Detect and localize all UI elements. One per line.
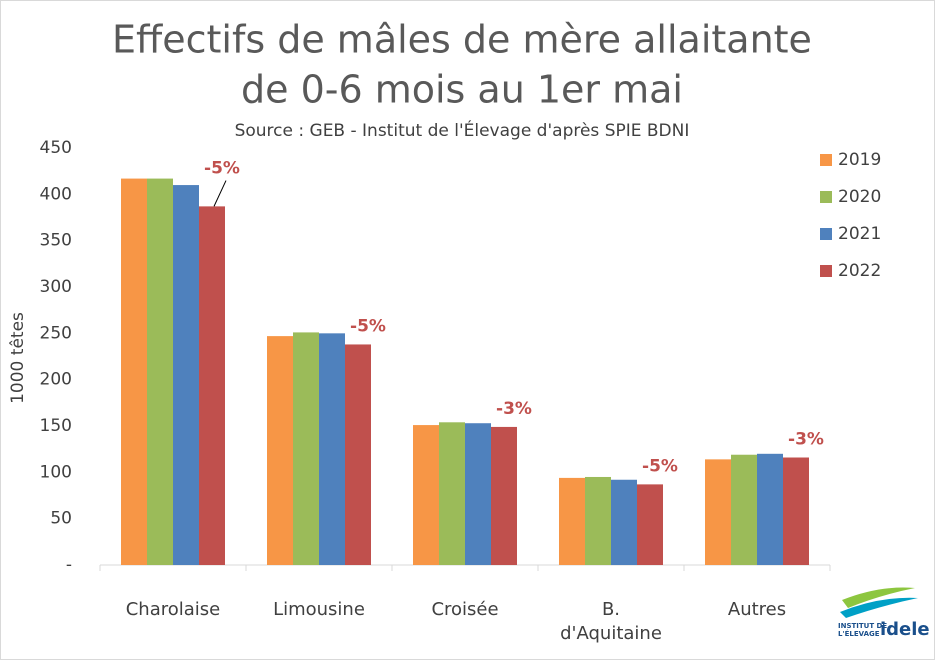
legend-label: 2021	[838, 224, 881, 244]
chart-subtitle: Source : GEB - Institut de l'Élevage d'a…	[235, 119, 690, 141]
bar	[611, 479, 637, 565]
y-tick-label: 300	[40, 277, 72, 297]
y-tick-label: 250	[40, 323, 72, 343]
annotation: -5%	[350, 316, 386, 336]
y-tick-label: -	[66, 555, 72, 575]
leader-line	[213, 180, 227, 207]
y-axis-label: 1000 têtes	[8, 312, 28, 404]
bar	[585, 476, 611, 565]
bar	[783, 457, 809, 565]
bar	[731, 454, 757, 565]
logo-swoosh	[840, 597, 918, 618]
bar	[413, 425, 439, 565]
legend-swatch	[820, 265, 832, 277]
legend-swatch	[820, 154, 832, 166]
bar	[491, 426, 517, 565]
legend-swatch	[820, 228, 832, 240]
bar	[637, 484, 663, 565]
bar	[465, 423, 491, 565]
bar	[147, 178, 173, 565]
logo-swoosh	[842, 587, 915, 608]
legend-label: 2022	[838, 261, 881, 281]
legend-label: 2019	[838, 150, 881, 170]
x-tick-label: Charolaise	[125, 599, 221, 620]
y-tick-label: 400	[40, 184, 72, 204]
y-tick-label: 100	[40, 462, 72, 482]
bar	[757, 453, 783, 565]
legend-label: 2020	[838, 187, 881, 207]
bar	[199, 206, 225, 565]
y-tick-label: 50	[50, 509, 72, 529]
annotation: -5%	[204, 159, 240, 179]
bar	[345, 344, 371, 565]
logo-text: INSTITUT DE	[838, 622, 887, 630]
bar	[319, 333, 345, 565]
legend-swatch	[820, 191, 832, 203]
y-tick-label: 350	[40, 231, 72, 251]
x-tick-label: B. d'Aquitaine	[560, 599, 662, 644]
bar	[121, 178, 147, 565]
bar	[293, 332, 319, 565]
bar	[559, 477, 585, 565]
x-tick-label: Croisée	[431, 599, 499, 620]
annotation: -5%	[642, 456, 678, 476]
x-tick-label: Limousine	[273, 599, 365, 620]
y-tick-label: 200	[40, 370, 72, 390]
x-tick-label: Autres	[727, 599, 787, 620]
logo-text: L'ÉLEVAGE	[838, 629, 880, 638]
logo-brand: idele	[880, 619, 930, 640]
y-tick-label: 450	[40, 138, 72, 158]
bar	[439, 422, 465, 565]
chart-title: Effectifs de mâles de mère allaitante	[112, 18, 812, 62]
annotation: -3%	[788, 430, 824, 450]
annotation: -3%	[496, 399, 532, 419]
logo: INSTITUT DE L'ÉLEVAGE idele	[838, 587, 930, 640]
bar	[267, 336, 293, 565]
bar	[173, 185, 199, 566]
y-tick-label: 150	[40, 416, 72, 436]
bar	[705, 459, 731, 565]
chart-title: de 0-6 mois au 1er mai	[241, 68, 683, 112]
